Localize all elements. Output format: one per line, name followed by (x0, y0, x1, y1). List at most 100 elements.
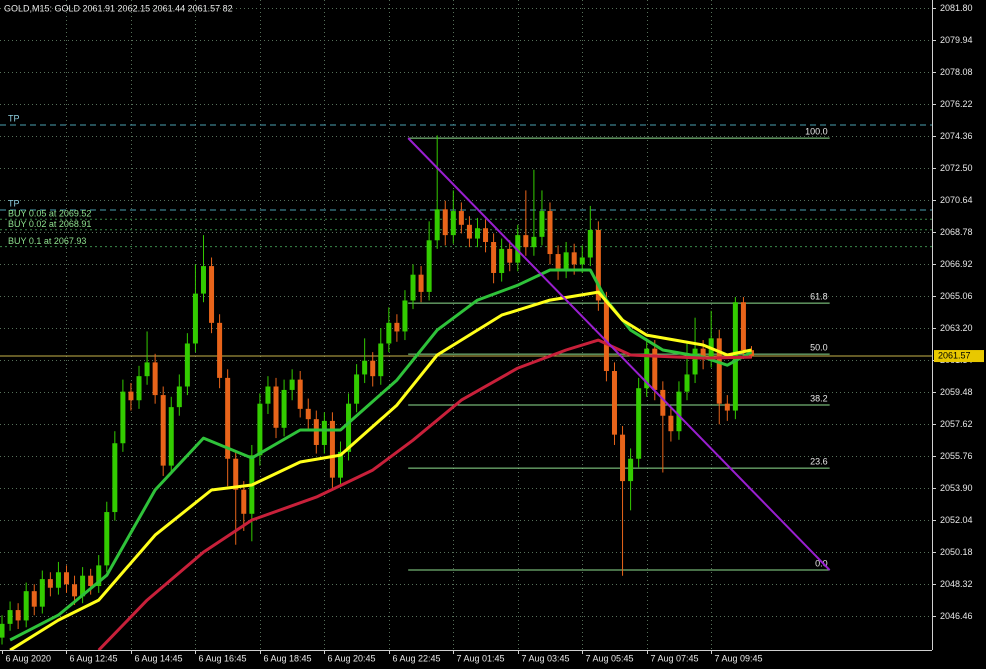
candle-body (724, 403, 730, 411)
candle-body (595, 229, 601, 301)
candle-body (217, 322, 223, 378)
candle-body (39, 579, 45, 607)
candle-body (378, 343, 384, 377)
candle-body (176, 386, 182, 408)
candle-body (684, 374, 690, 392)
candle-body (354, 374, 360, 404)
candle-body (620, 434, 626, 482)
candle-body (386, 322, 392, 344)
y-tick-label: 2050.18 (940, 547, 973, 557)
y-tick-label: 2068.78 (940, 227, 973, 237)
x-tick-label: 7 Aug 05:45 (586, 653, 634, 663)
candle-body (636, 388, 642, 459)
candle-body (434, 209, 440, 241)
candle-body (160, 395, 166, 466)
candle-body (321, 420, 327, 445)
x-tick-label: 6 Aug 16:45 (199, 653, 247, 663)
fib-label: 0.0 (815, 558, 828, 568)
fib-label: 38.2 (810, 393, 828, 403)
candle-body (531, 236, 537, 248)
candle-body (611, 371, 617, 435)
candle-body (23, 591, 29, 621)
x-tick-label: 7 Aug 09:45 (715, 653, 763, 663)
x-tick-label: 6 Aug 14:45 (135, 653, 183, 663)
candle-body (523, 235, 529, 248)
x-tick-label: 7 Aug 01:45 (457, 653, 505, 663)
y-tick-label: 2063.20 (940, 323, 973, 333)
candle-body (571, 252, 577, 265)
candle-body (700, 348, 706, 359)
candle-body (499, 248, 505, 273)
candle-body (515, 235, 521, 263)
y-tick-label: 2053.90 (940, 483, 973, 493)
fib-label: 23.6 (810, 456, 828, 466)
candle-body (652, 348, 658, 390)
candle-body (491, 242, 497, 273)
x-tick-label: 6 Aug 2020 (6, 653, 52, 663)
candle-body (539, 211, 545, 237)
order-label: BUY 0.05 at 2069.52 (8, 209, 91, 219)
candle-body (15, 610, 21, 621)
y-tick-label: 2074.36 (940, 131, 973, 141)
candle-body (144, 362, 150, 377)
candle-body (402, 300, 408, 332)
candle-body (474, 228, 480, 239)
candle-body (88, 575, 94, 587)
candle-body (466, 224, 472, 239)
candle-body (346, 403, 352, 452)
candle-body (716, 338, 722, 404)
candle-body (55, 572, 61, 588)
candle-body (660, 389, 666, 416)
bid-label: 2061.57 (938, 350, 971, 360)
candle-body (337, 451, 343, 478)
candle-body (225, 377, 231, 459)
y-tick-label: 2078.08 (940, 67, 973, 77)
candle-body (0, 623, 5, 638)
order-label: BUY 0.1 at 2067.93 (8, 236, 86, 246)
y-tick-label: 2079.94 (940, 35, 973, 45)
candle-body (136, 376, 142, 401)
x-tick-label: 6 Aug 22:45 (393, 653, 441, 663)
candle-body (7, 610, 13, 624)
moving-average (9, 268, 753, 642)
candle-body (104, 512, 110, 566)
fib-label: 61.8 (810, 291, 828, 301)
x-tick-label: 6 Aug 20:45 (328, 653, 376, 663)
candle-body (426, 240, 432, 292)
candle-body (370, 360, 376, 377)
candle-body (483, 228, 489, 243)
candle-body (676, 391, 682, 432)
y-tick-label: 2065.06 (940, 291, 973, 301)
tp-label: TP (8, 113, 20, 123)
candle-body (563, 252, 569, 270)
order-label: BUY 0.02 at 2068.91 (8, 219, 91, 229)
fib-label: 100.0 (805, 126, 828, 136)
y-tick-label: 2059.48 (940, 387, 973, 397)
candle-body (47, 579, 53, 588)
candle-body (128, 391, 134, 401)
candle-body (362, 360, 368, 375)
candle-body (458, 211, 464, 225)
candle-body (168, 407, 174, 466)
candle-body (233, 458, 239, 490)
candle-body (120, 391, 126, 444)
y-tick-label: 2070.64 (940, 195, 973, 205)
candle-body (668, 415, 674, 432)
candle-body (628, 458, 634, 482)
y-tick-label: 2048.32 (940, 579, 973, 589)
y-tick-label: 2066.92 (940, 259, 973, 269)
y-tick-label: 2046.46 (940, 611, 973, 621)
candle-body (96, 565, 102, 587)
candle-body (273, 386, 279, 428)
candle-body (644, 348, 650, 389)
candle-body (112, 443, 118, 513)
candle-body (418, 274, 424, 292)
candle-body (410, 274, 416, 301)
candle-body (313, 419, 319, 445)
y-tick-label: 2057.62 (940, 419, 973, 429)
chart-header: GOLD,M15: GOLD 2061.91 2062.15 2061.44 2… (4, 3, 233, 13)
candle-body (281, 389, 287, 428)
candle-body (587, 229, 593, 258)
